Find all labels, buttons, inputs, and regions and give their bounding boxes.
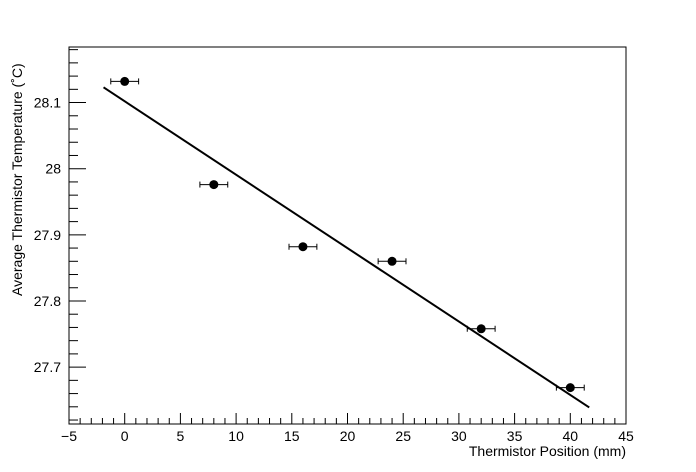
x-tick-label: −5 [61, 428, 77, 444]
x-tick-label: 45 [618, 428, 634, 444]
data-marker [476, 324, 486, 334]
fit-line [102, 86, 590, 409]
data-marker [298, 242, 308, 252]
x-tick-label: 35 [507, 428, 523, 444]
data-point [555, 383, 585, 393]
x-tick-label: 30 [451, 428, 467, 444]
data-point [377, 256, 407, 266]
x-axis: −5 0 5 10 15 20 25 30 35 40 45 [61, 413, 634, 444]
y-axis-label: Average Thermistor Temperature (˚C) [9, 63, 25, 296]
data-marker [387, 256, 397, 266]
plot-frame [68, 46, 627, 425]
data-marker [120, 76, 130, 86]
data-point [110, 76, 140, 86]
data-point [466, 324, 496, 334]
x-tick-label: 10 [228, 428, 244, 444]
x-tick-label: 15 [284, 428, 300, 444]
y-tick-label: 28 [45, 161, 61, 177]
x-tick-label: 40 [563, 428, 579, 444]
data-point [199, 180, 229, 190]
chart-marks [102, 76, 590, 409]
data-marker [209, 180, 219, 190]
x-tick-label: 25 [395, 428, 411, 444]
y-tick-label: 27.9 [34, 227, 61, 243]
y-axis: 27.7 27.8 27.9 28 28.1 [34, 49, 86, 421]
y-tick-label: 27.8 [34, 293, 61, 309]
data-marker [565, 383, 575, 393]
x-tick-label: 5 [177, 428, 185, 444]
x-tick-label: 20 [340, 428, 356, 444]
y-tick-label: 28.1 [34, 95, 61, 111]
data-point [288, 242, 318, 252]
x-axis-label: Thermistor Position (mm) [469, 443, 626, 459]
y-tick-label: 27.7 [34, 359, 61, 375]
x-tick-label: 0 [121, 428, 129, 444]
